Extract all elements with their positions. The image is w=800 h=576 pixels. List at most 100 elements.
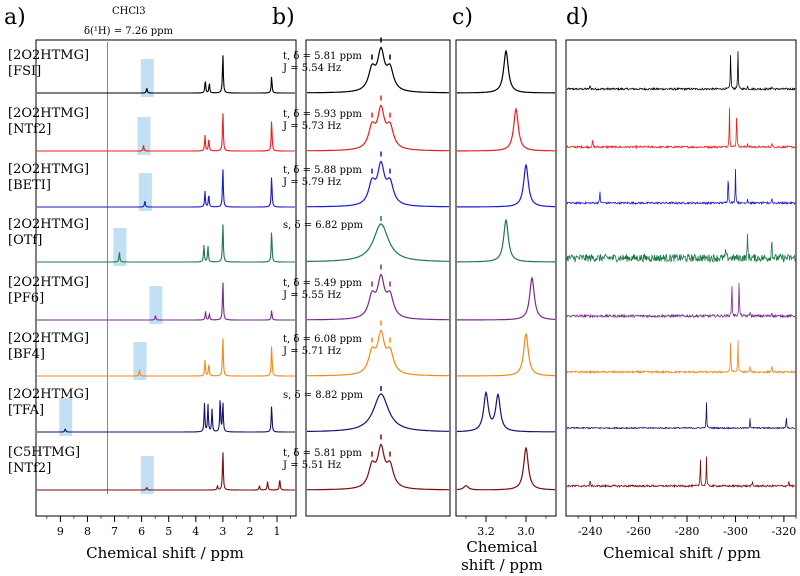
spectrum-d-line xyxy=(566,456,796,489)
sample-label-line2: [NTf2] xyxy=(8,461,51,476)
panel-a-x-axis-label: Chemical shift / ppm xyxy=(86,544,244,562)
sample-label-line2: [BF4] xyxy=(8,347,45,362)
panel-d-tick-label: -280 xyxy=(675,525,700,538)
coupling-label: J = 5.79 Hz xyxy=(282,177,341,188)
sample-label-line2: [NTf2] xyxy=(8,122,51,137)
coupling-label: J = 5.71 Hz xyxy=(282,346,341,357)
panel-c-tick-label: 3.2 xyxy=(477,525,495,538)
spectrum-d-line xyxy=(566,107,796,150)
highlight-box xyxy=(113,228,127,266)
spectrum-d-line xyxy=(566,282,796,319)
spectrum-d-line xyxy=(566,340,796,375)
sample-label-line2: [FSI] xyxy=(8,64,41,79)
spectrum-a-line xyxy=(37,55,295,94)
panel-d-spectra: -240 -260 -280 -300 -320 xyxy=(565,39,797,538)
spectrum-d-line xyxy=(566,168,796,206)
sample-label-line1: [2O2HTMG] xyxy=(8,387,89,402)
spectrum-a-line xyxy=(37,169,295,208)
panel-c-x-axis-label-line2: shift / ppm xyxy=(461,556,543,574)
multiplicity-label: t, δ = 5.81 ppm xyxy=(283,448,362,459)
spectrum-d-line xyxy=(566,51,796,92)
panel-label-c: c) xyxy=(452,5,473,30)
spectrum-a-line xyxy=(37,452,295,491)
panel-a-tick-label: 2 xyxy=(246,525,253,538)
panel-d-tick-label: -260 xyxy=(626,525,651,538)
spectrum-a-line xyxy=(37,338,295,377)
multiplet-line xyxy=(307,393,449,432)
spectrum-c-line xyxy=(457,49,555,94)
panel-d-tick-label: -320 xyxy=(772,525,797,538)
panel-a-tick-label: 4 xyxy=(192,525,199,538)
multiplet-line xyxy=(307,443,449,491)
panel-b-frame xyxy=(305,39,451,517)
sample-label-line2: [TFA] xyxy=(8,403,44,418)
panel-a-tick-label: 8 xyxy=(84,525,91,538)
coupling-label: J = 5.55 Hz xyxy=(282,290,341,301)
panel-a-tick-label: 6 xyxy=(138,525,145,538)
multiplet-line xyxy=(307,160,449,208)
sample-label-line2: [PF6] xyxy=(8,291,44,306)
spectrum-c-line xyxy=(457,218,555,263)
spectrum-a-line xyxy=(37,282,295,321)
highlight-box xyxy=(133,342,147,380)
panel-a-spectra: [2O2HTMG][FSI][2O2HTMG][NTf2][2O2HTMG][B… xyxy=(8,39,297,538)
spectrum-c-line xyxy=(457,163,555,208)
multiplicity-label: t, δ = 5.81 ppm xyxy=(283,51,362,62)
panel-a-tick-label: 3 xyxy=(219,525,226,538)
spectrum-c-line xyxy=(457,390,556,433)
panel-a-frame xyxy=(35,39,297,517)
spectrum-d-line xyxy=(566,402,796,430)
multiplet-line xyxy=(307,46,449,94)
coupling-label: J = 5.73 Hz xyxy=(282,121,341,132)
spectrum-c-line xyxy=(457,107,555,152)
panel-d-x-axis-label: Chemical shift / ppm xyxy=(603,544,761,562)
multiplicity-label: t, δ = 5.93 ppm xyxy=(283,109,362,120)
spectrum-c-line xyxy=(456,446,555,491)
spectrum-a-line xyxy=(37,113,295,152)
panel-a-tick-label: 5 xyxy=(165,525,172,538)
panel-c-tick-label: 3.0 xyxy=(517,525,535,538)
multiplicity-label: t, δ = 5.88 ppm xyxy=(283,165,362,176)
highlight-box xyxy=(59,398,73,436)
sample-label-line1: [2O2HTMG] xyxy=(8,48,89,63)
multiplicity-label: t, δ = 6.08 ppm xyxy=(283,334,362,345)
multiplet-line xyxy=(307,273,449,321)
sample-label-line1: [2O2HTMG] xyxy=(8,331,89,346)
highlight-box xyxy=(149,286,163,324)
spectrum-d-line xyxy=(566,233,796,264)
sample-label-line1: [2O2HTMG] xyxy=(8,162,89,177)
sample-label-line1: [2O2HTMG] xyxy=(8,275,89,290)
panel-a-tick-label: 1 xyxy=(274,525,281,538)
highlight-box xyxy=(140,59,154,97)
multiplet-line xyxy=(307,223,449,262)
sample-label-line1: [C5HTMG] xyxy=(8,445,80,460)
panel-d-tick-label: -300 xyxy=(723,525,748,538)
coupling-label: J = 5.51 Hz xyxy=(282,460,341,471)
highlight-box xyxy=(137,117,151,155)
sample-label-line1: [2O2HTMG] xyxy=(8,217,89,232)
multiplet-line xyxy=(307,104,449,152)
highlight-box xyxy=(138,173,152,211)
multiplicity-label: s, δ = 8.82 ppm xyxy=(283,390,363,401)
multiplicity-label: t, δ = 5.49 ppm xyxy=(283,278,362,289)
panel-c-frame xyxy=(455,39,557,517)
spectrum-c-line xyxy=(457,332,555,377)
panel-label-d: d) xyxy=(566,5,589,30)
coupling-label: J = 5.54 Hz xyxy=(282,63,341,74)
solvent-reference: δ(¹H) = 7.26 ppm xyxy=(84,26,174,37)
panel-d-frame xyxy=(565,39,797,517)
highlight-box xyxy=(140,456,154,494)
solvent-label: CHCl3 xyxy=(112,6,146,17)
panel-a-tick-label: 7 xyxy=(111,525,118,538)
spectrum-a-line xyxy=(37,224,295,263)
panel-d-tick-label: -240 xyxy=(578,525,603,538)
panel-c-spectra: 3.2 3.0 xyxy=(455,39,557,538)
panel-c-x-axis-label-line1: Chemical xyxy=(466,538,537,556)
spectrum-c-line xyxy=(457,276,555,321)
sample-label-line2: [OTf] xyxy=(8,233,42,248)
sample-label-line2: [BETI] xyxy=(8,178,51,193)
multiplet-line xyxy=(307,329,449,377)
panel-a-tick-label: 9 xyxy=(57,525,64,538)
